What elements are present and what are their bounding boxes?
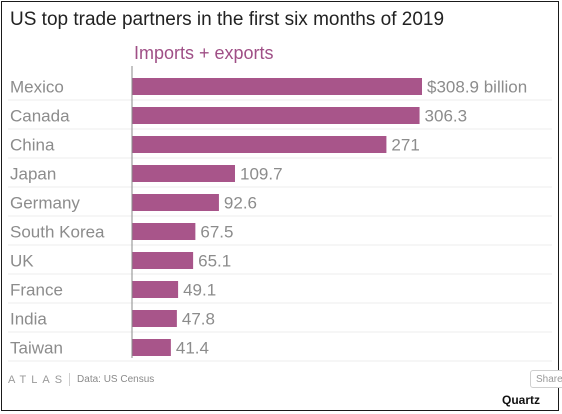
share-button[interactable]: Share (530, 370, 562, 388)
value-label: 41.4 (176, 339, 209, 358)
value-label: $308.9 billion (427, 78, 527, 97)
category-label: India (10, 310, 47, 329)
category-label: Canada (10, 107, 70, 126)
category-label: Japan (10, 165, 56, 184)
category-label: UK (10, 252, 34, 271)
value-label: 47.8 (182, 310, 215, 329)
value-label: 306.3 (425, 107, 468, 126)
bar (132, 194, 219, 211)
bar (132, 339, 171, 356)
category-label: Germany (10, 194, 80, 213)
bar (132, 223, 196, 240)
category-label: France (10, 281, 63, 300)
bar (132, 310, 177, 327)
value-label: 67.5 (200, 223, 233, 242)
category-label: Mexico (10, 78, 64, 97)
value-label: 92.6 (224, 194, 257, 213)
quartz-logo: Quartz (502, 393, 541, 407)
bar (132, 281, 179, 298)
category-label: China (10, 136, 55, 155)
legend-label: Imports + exports (134, 43, 274, 63)
value-label: 49.1 (183, 281, 216, 300)
footer-divider (69, 373, 71, 386)
source-note: Data: US Census (77, 374, 155, 385)
bar (132, 252, 194, 269)
bar (132, 165, 235, 182)
chart-footer: ATLAS Data: US Census (8, 373, 154, 386)
value-label: 109.7 (240, 165, 283, 184)
category-label: Taiwan (10, 339, 63, 358)
value-label: 271 (391, 136, 419, 155)
atlas-logo: ATLAS (8, 373, 68, 386)
bar (132, 78, 422, 95)
bar (132, 107, 420, 124)
bar (132, 136, 387, 153)
category-label: South Korea (10, 223, 105, 242)
value-label: 65.1 (198, 252, 231, 271)
chart-title: US top trade partners in the first six m… (10, 9, 445, 30)
